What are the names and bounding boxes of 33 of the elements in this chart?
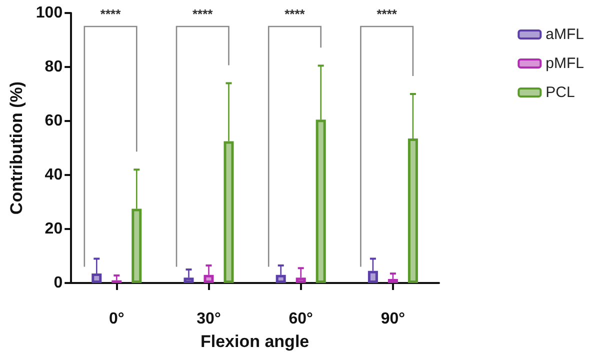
bar bbox=[316, 120, 326, 283]
significance-bracket: **** bbox=[176, 6, 230, 267]
y-tick-label: 20 bbox=[44, 220, 63, 238]
legend-label: PCL bbox=[546, 84, 575, 101]
significance-bracket: **** bbox=[360, 6, 414, 267]
annotation: **** bbox=[376, 6, 398, 22]
bar bbox=[408, 138, 418, 283]
legend-label: aMFL bbox=[546, 26, 584, 43]
bar bbox=[296, 278, 306, 283]
legend-label: pMFL bbox=[546, 55, 584, 72]
y-tick-label: 40 bbox=[44, 166, 63, 184]
y-tick-label: 0 bbox=[54, 274, 63, 292]
y-tick-label: 100 bbox=[36, 4, 63, 22]
x-tick-label: 60° bbox=[288, 310, 313, 328]
x-tick-label: 0° bbox=[108, 310, 124, 328]
bar bbox=[224, 141, 234, 283]
significance-bracket: **** bbox=[268, 6, 322, 267]
x-tick-label: 30° bbox=[196, 310, 221, 328]
bar bbox=[132, 208, 142, 283]
bar bbox=[368, 270, 378, 283]
x-tick-label: 90° bbox=[380, 310, 406, 328]
significance-bracket: **** bbox=[84, 6, 138, 267]
y-axis-title: Contribution (%) bbox=[7, 81, 26, 215]
y-tick-label: 60 bbox=[44, 112, 63, 130]
bar bbox=[276, 274, 286, 283]
bar bbox=[204, 274, 214, 283]
y-tick-label: 80 bbox=[44, 58, 63, 76]
annotation: **** bbox=[192, 6, 214, 22]
annotation: **** bbox=[284, 6, 306, 22]
annotation: **** bbox=[100, 6, 122, 22]
x-axis-title: Flexion angle bbox=[200, 332, 310, 351]
bar bbox=[184, 278, 194, 283]
bar bbox=[92, 274, 102, 283]
